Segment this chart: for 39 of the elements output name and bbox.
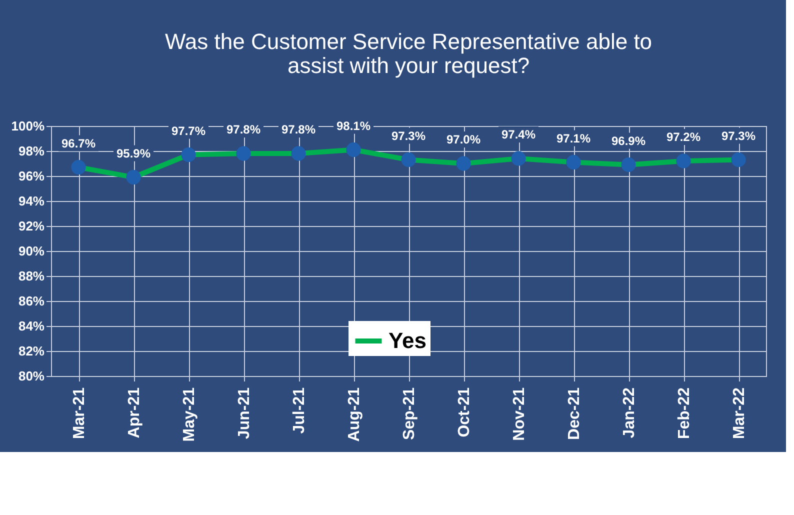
- x-tick-label: Feb-22: [676, 387, 693, 440]
- y-tick-label: 96%: [18, 168, 45, 184]
- data-label: 97.0%: [446, 132, 481, 146]
- data-label: 96.9%: [611, 134, 646, 148]
- y-tick-label: 80%: [18, 368, 45, 384]
- x-tick-label: Jun-21: [236, 387, 253, 440]
- data-label: 98.1%: [336, 118, 371, 133]
- x-tick-label: Mar-22: [731, 387, 748, 440]
- x-tick-label: Apr-21: [126, 387, 143, 438]
- data-label: 97.3%: [391, 128, 426, 143]
- x-tick-label: Mar-21: [71, 387, 88, 440]
- data-label: 97.3%: [721, 128, 756, 143]
- y-tick-label: 92%: [18, 218, 45, 234]
- y-tick-label: 88%: [18, 268, 45, 284]
- data-label: 97.4%: [501, 128, 536, 142]
- data-label: 97.8%: [226, 122, 261, 136]
- x-tick-label: Dec-21: [566, 387, 583, 440]
- x-tick-label: Nov-21: [511, 387, 528, 441]
- data-label: 97.8%: [281, 122, 316, 136]
- x-tick-label: Sep-21: [401, 387, 418, 440]
- y-tick-label: 84%: [18, 318, 45, 334]
- data-label: 97.7%: [171, 124, 206, 138]
- y-tick-label: 82%: [18, 344, 45, 358]
- data-label: 97.1%: [556, 131, 591, 146]
- y-tick-label: 98%: [18, 144, 45, 158]
- y-tick-label: 86%: [18, 294, 45, 308]
- chart-title: Was the Customer Service Representative able to assist with your request?: [164, 28, 652, 78]
- data-label: 96.7%: [61, 136, 96, 150]
- legend-label: Yes: [388, 328, 426, 353]
- y-tick-label: 90%: [18, 244, 45, 258]
- data-label: 95.9%: [116, 146, 151, 160]
- x-tick-label: Jan-22: [621, 387, 638, 438]
- y-tick-label: 94%: [18, 194, 45, 208]
- data-label: 97.2%: [666, 130, 701, 144]
- x-tick-label: Jul-21: [291, 387, 308, 434]
- x-tick-label: May-21: [181, 387, 198, 442]
- x-tick-label: Aug-21: [346, 387, 363, 442]
- y-tick-label: 100%: [11, 118, 45, 134]
- x-tick-label: Oct-21: [456, 387, 473, 438]
